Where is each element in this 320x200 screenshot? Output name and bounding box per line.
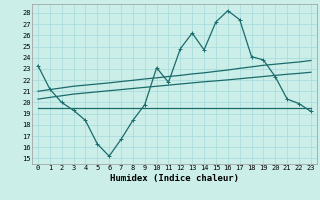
X-axis label: Humidex (Indice chaleur): Humidex (Indice chaleur) xyxy=(110,174,239,183)
